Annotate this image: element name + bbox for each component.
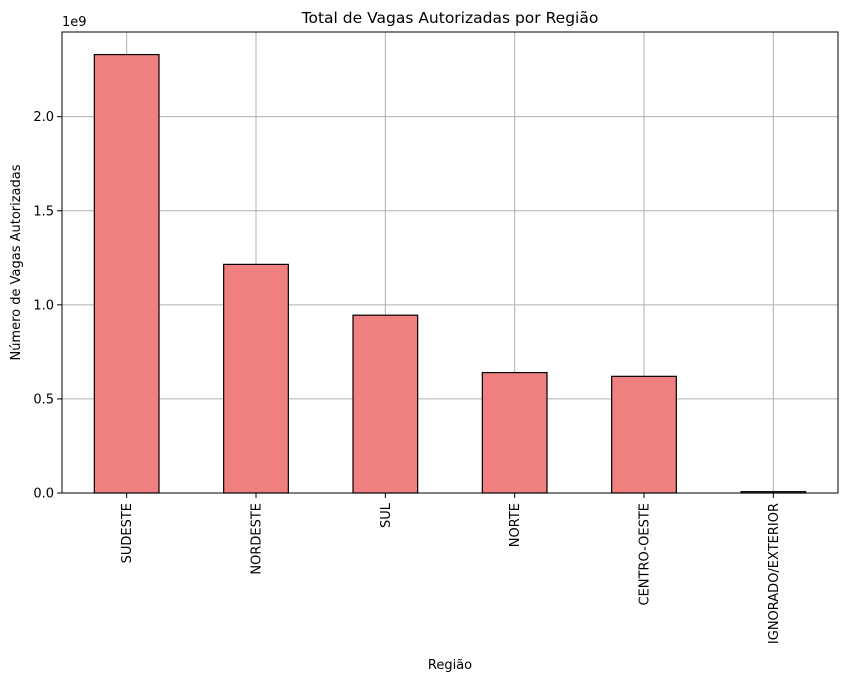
x-tick-label: NORDESTE (250, 503, 265, 575)
plot-frame (61, 31, 839, 494)
x-axis-label: Região (428, 658, 472, 673)
x-tick-label: IGNORADO/EXTERIOR (767, 503, 782, 644)
chart-title: Total de Vagas Autorizadas por Região (301, 9, 599, 27)
y-axis-label: Número de Vagas Autorizadas (9, 164, 24, 360)
bar-sul (352, 314, 419, 494)
x-tick-label: CENTRO-OESTE (638, 503, 653, 606)
y-tick-label: 2.0 (33, 110, 54, 125)
y-axis-offset-label: 1e9 (62, 15, 87, 30)
bar-nordeste (223, 263, 289, 494)
y-tick-label: 0.0 (33, 487, 54, 502)
bar-norte (481, 371, 548, 494)
y-tick-label: 0.5 (33, 392, 54, 407)
bars (93, 53, 807, 494)
y-tick-label: 1.0 (33, 298, 54, 313)
bar-sudeste (93, 53, 160, 494)
x-tick-label: NORTE (508, 503, 523, 547)
y-axis-ticks: 0.0 0.5 1.0 1.5 2.0 (33, 110, 62, 502)
bar-centro-oeste (611, 375, 677, 494)
x-axis-ticks: SUDESTE NORDESTE SUL NORTE CENTRO-OESTE IGNOR… (120, 493, 782, 644)
y-tick-label: 1.5 (33, 204, 54, 219)
x-tick-label: SUL (379, 502, 394, 528)
x-tick-label: SUDESTE (120, 503, 135, 563)
